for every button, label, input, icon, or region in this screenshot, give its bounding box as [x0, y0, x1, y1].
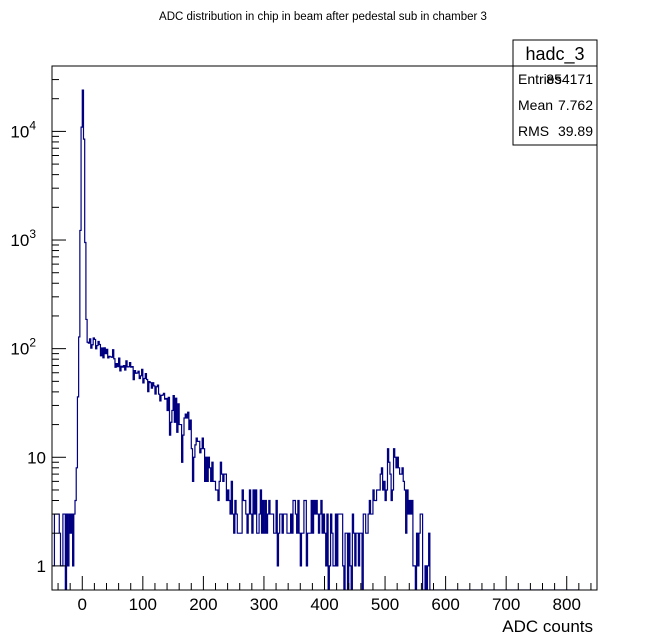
x-tick-label: 0: [78, 595, 87, 614]
y-axis: 1 10 102 103 104: [10, 65, 66, 576]
chart-title: ADC distribution in chip in beam after p…: [159, 11, 487, 23]
y-tick-label: 1: [37, 557, 46, 576]
x-axis: 0 100 200 300 400 500 600 700 800: [57, 576, 592, 614]
histogram-series-line: [53, 89, 579, 590]
y-tick-label: 104: [10, 118, 36, 141]
y-tick-label: 10: [27, 448, 46, 467]
x-tick-label: 400: [310, 595, 338, 614]
x-tick-label: 100: [129, 595, 157, 614]
x-tick-label: 500: [371, 595, 399, 614]
y-tick-label: 102: [10, 336, 36, 359]
stats-box: hadc_3 Entries 854171 Mean 7.762 RMS 39.…: [512, 39, 598, 146]
stats-mean-key: Mean: [518, 97, 553, 113]
y-tick-label: 103: [10, 227, 36, 250]
stats-mean-value: 7.762: [558, 97, 593, 113]
stats-entries-key: Entries: [518, 71, 562, 87]
stats-rms-value: 39.89: [558, 123, 593, 139]
x-axis-title: ADC counts: [502, 617, 593, 636]
x-tick-label: 600: [431, 595, 459, 614]
stats-box-name: hadc_3: [525, 44, 584, 65]
stats-entries-value: 854171: [546, 71, 593, 87]
x-tick-label: 800: [553, 595, 581, 614]
x-tick-label: 200: [189, 595, 217, 614]
x-tick-label: 700: [492, 595, 520, 614]
x-tick-label: 300: [250, 595, 278, 614]
stats-rms-key: RMS: [518, 123, 549, 139]
